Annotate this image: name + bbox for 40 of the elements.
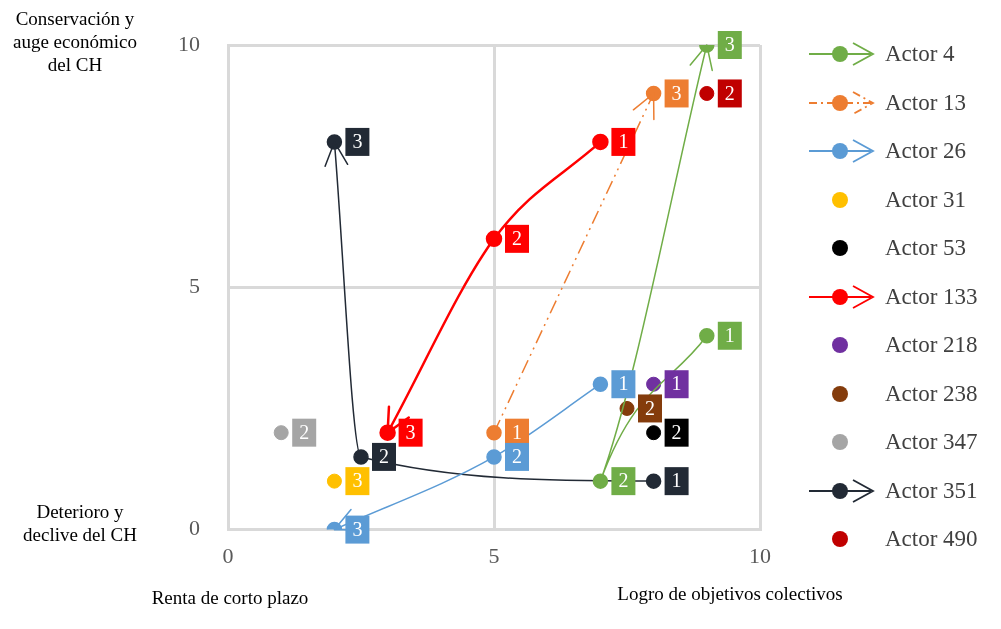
annotation: 2 (724, 81, 735, 104)
x-tick-label: 10 (749, 542, 771, 568)
text: Renta de corto plazo (150, 585, 310, 609)
legend-label: Actor 351 (885, 477, 978, 504)
legend-label: Actor 490 (885, 526, 978, 553)
legend-label: Actor 13 (885, 89, 967, 116)
y-tick-label: 10 (178, 30, 200, 56)
annotation: 2 (671, 420, 682, 443)
annotation: 3 (671, 81, 682, 104)
annotation: 1 (618, 130, 629, 153)
x-tick-label: 5 (488, 542, 500, 568)
annotation: 3 (724, 33, 735, 56)
y-tick-label: 0 (189, 515, 200, 541)
annotation: 2 (512, 227, 522, 250)
annotation: 3 (352, 130, 363, 153)
y-tick-label: 5 (189, 273, 200, 299)
annotation: 2 (299, 420, 310, 443)
annotation: 2 (379, 445, 389, 468)
legend-label: Actor 133 (885, 283, 978, 310)
legend-label: Actor 53 (885, 235, 967, 262)
legend-label: Actor 4 (885, 41, 955, 68)
text: Logro de objetivos colectivos (616, 581, 844, 605)
text: Conservación y auge económico del CH (12, 7, 138, 76)
annotation: 1 (618, 372, 629, 395)
legend-label: Actor 31 (885, 186, 967, 213)
annotation: 1 (724, 324, 735, 347)
legend-label: Actor 218 (885, 332, 978, 359)
legend-label: Actor 238 (885, 380, 978, 407)
annotation: 1 (671, 469, 682, 492)
annotation: 2 (618, 469, 629, 492)
legend-label: Actor 26 (885, 138, 967, 165)
annotation: 3 (352, 469, 363, 492)
annotation: 2 (512, 445, 522, 468)
legend-label: Actor 347 (885, 429, 978, 456)
annotation: 2 (645, 396, 655, 419)
annotation: 1 (671, 372, 682, 395)
annotation: 1 (512, 420, 522, 443)
annotation: 3 (352, 517, 363, 540)
x-tick-label: 0 (222, 542, 234, 568)
text: Deterioro y declive del CH (22, 499, 138, 546)
